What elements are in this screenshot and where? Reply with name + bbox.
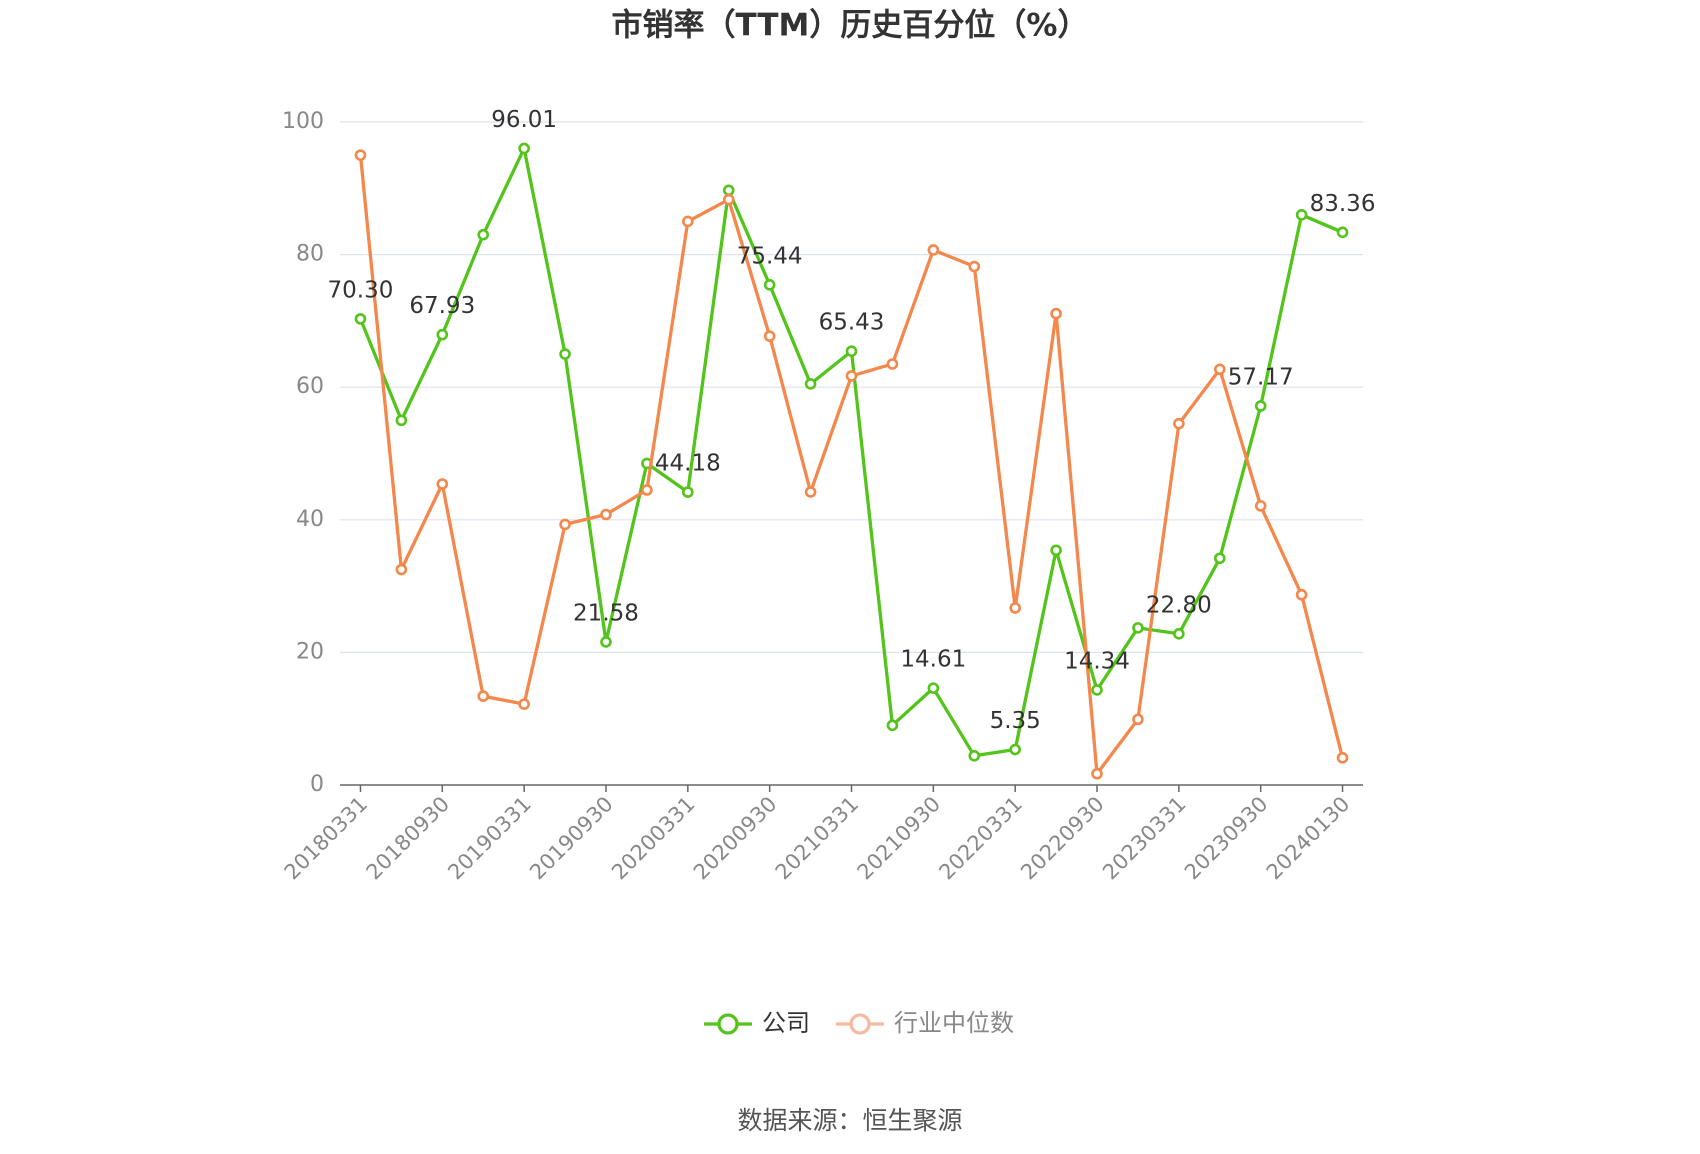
data-label: 5.35	[990, 708, 1041, 734]
data-point	[559, 348, 571, 360]
x-tick-label: 20190331	[443, 792, 536, 885]
data-point	[845, 345, 858, 357]
data-point	[682, 486, 694, 498]
data-point	[1132, 713, 1144, 726]
data-point	[518, 698, 530, 710]
x-tick-label: 20220331	[934, 792, 1027, 885]
x-tick-label: 20240130	[1262, 792, 1355, 885]
data-point	[1254, 500, 1267, 512]
y-tick-label: 20	[296, 639, 324, 664]
data-point	[1336, 752, 1349, 764]
series-line	[358, 146, 1344, 758]
x-tick-label: 20180930	[362, 792, 455, 885]
data-point	[1009, 743, 1021, 756]
data-point	[600, 508, 612, 521]
data-point	[927, 682, 940, 694]
data-point	[1295, 209, 1308, 221]
data-point	[1295, 588, 1308, 601]
data-point	[722, 184, 735, 197]
x-tick-label: 20230930	[1180, 792, 1273, 885]
y-tick-label: 100	[282, 109, 324, 134]
data-point	[395, 563, 408, 576]
legend-label: 行业中位数	[894, 1009, 1014, 1037]
x-tick-label: 20220930	[1016, 792, 1109, 885]
data-label: 70.30	[328, 277, 394, 303]
data-label: 14.61	[900, 647, 966, 673]
data-point	[1050, 544, 1062, 557]
source-note: 数据来源：恒生聚源	[737, 1106, 962, 1135]
data-point	[1091, 767, 1103, 780]
data-point	[968, 750, 981, 762]
chart-title: 市销率（TTM）历史百分位（%）	[612, 8, 1089, 44]
y-tick-label: 80	[296, 242, 324, 267]
data-point	[886, 719, 899, 732]
y-tick-label: 60	[296, 374, 324, 399]
data-label: 21.58	[573, 600, 639, 626]
x-tick-label: 20230331	[1098, 792, 1191, 885]
x-tick-label: 20200930	[689, 792, 782, 885]
data-point	[1336, 226, 1349, 239]
x-tick-label: 20210930	[853, 792, 946, 885]
data-point	[968, 260, 981, 273]
data-label: 14.34	[1064, 648, 1130, 674]
data-label: 65.43	[819, 310, 885, 336]
data-point	[804, 378, 817, 390]
data-point	[682, 215, 694, 228]
data-point	[477, 228, 490, 241]
legend-marker	[717, 1013, 739, 1035]
series-line	[358, 154, 1345, 776]
data-point	[518, 142, 530, 155]
data-point	[436, 328, 449, 341]
data-point	[641, 484, 653, 496]
data-label: 44.18	[655, 451, 721, 477]
data-label: 22.80	[1146, 592, 1212, 618]
data-point	[1050, 307, 1062, 320]
data-point	[763, 330, 776, 342]
y-tick-label: 0	[310, 772, 324, 797]
data-label: 67.93	[409, 293, 475, 319]
data-point	[1254, 400, 1267, 412]
data-point	[1091, 684, 1103, 696]
data-point	[477, 690, 490, 702]
data-label: 83.36	[1310, 191, 1376, 217]
legend-label: 公司	[762, 1009, 810, 1037]
x-tick-label: 20200331	[607, 792, 700, 885]
data-point	[845, 370, 858, 382]
legend-marker	[849, 1013, 871, 1035]
data-point	[722, 193, 735, 206]
data-point	[1173, 417, 1185, 430]
x-tick-label: 20190930	[525, 792, 618, 885]
data-label: 75.44	[737, 243, 803, 269]
x-tick-label: 20210331	[771, 792, 864, 885]
data-point	[763, 279, 776, 291]
data-point	[1132, 622, 1144, 634]
data-point	[559, 518, 571, 531]
data-point	[354, 149, 367, 161]
data-point	[600, 636, 612, 648]
data-point	[927, 244, 940, 256]
data-point	[1173, 628, 1185, 640]
data-point	[804, 486, 817, 498]
data-point	[1213, 363, 1226, 376]
data-point	[395, 414, 408, 427]
data-label: 57.17	[1228, 364, 1294, 390]
data-label: 96.01	[491, 107, 557, 133]
data-point	[886, 358, 899, 370]
data-point	[354, 313, 367, 325]
x-tick-label: 20180331	[280, 792, 373, 885]
data-point	[1213, 552, 1226, 565]
y-tick-label: 40	[296, 507, 324, 532]
data-point	[436, 478, 449, 490]
data-point	[1009, 602, 1021, 614]
